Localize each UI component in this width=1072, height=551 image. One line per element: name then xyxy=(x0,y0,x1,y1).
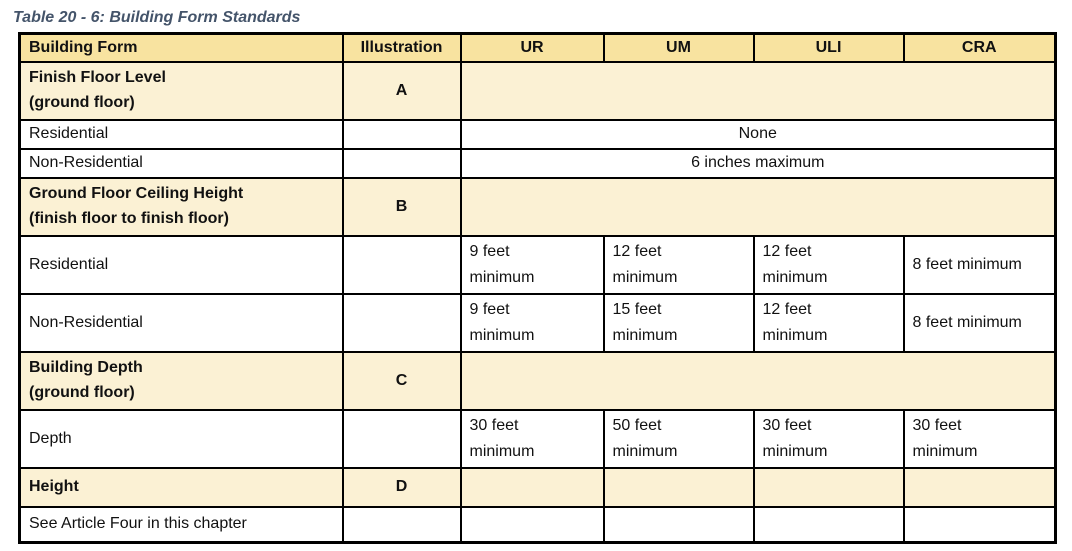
section-title-building-depth: Building Depth (ground floor) xyxy=(18,350,344,411)
cell-ceiling-non-residential-ur: 9 feet minimum xyxy=(459,292,605,353)
illustration-letter-a: A xyxy=(341,60,462,121)
empty-cell-illustration xyxy=(341,118,462,150)
header-row: Building Form Illustration UR UM ULI CRA xyxy=(18,32,1057,63)
section-row-building-depth: Building Depth (ground floor) C xyxy=(18,350,1057,411)
cell-depth-um: 50 feet minimum xyxy=(602,408,755,469)
section-row-height: Height D xyxy=(18,466,1057,508)
col-header-cra: CRA xyxy=(902,32,1057,63)
page-title: Table 20 - 6: Building Form Standards xyxy=(13,9,301,26)
building-form-standards-table: Building Form Illustration UR UM ULI CRA… xyxy=(18,32,1057,544)
cell-ceiling-residential-um: 12 feet minimum xyxy=(602,234,755,295)
cell-value: 30 feet minimum xyxy=(762,416,828,460)
section-spacer-ceiling-height xyxy=(459,176,1057,237)
cell-value: 12 feet minimum xyxy=(762,242,828,286)
empty-cell-illustration xyxy=(341,147,462,179)
row-ceiling-residential: Residential 9 feet minimum 12 feet minim… xyxy=(18,234,1057,295)
cell-height-note: See Article Four in this chapter xyxy=(18,505,344,544)
empty-cell-illustration xyxy=(341,505,462,544)
empty-cell-note-uli xyxy=(752,505,905,544)
illustration-letter-d: D xyxy=(341,466,462,508)
col-header-uli: ULI xyxy=(752,32,905,63)
illustration-letter-c: C xyxy=(341,350,462,411)
cell-finish-floor-residential-value: None xyxy=(459,118,1057,150)
col-header-um: UM xyxy=(602,32,755,63)
row-label-non-residential: Non-Residential xyxy=(18,147,344,179)
row-label-depth: Depth xyxy=(18,408,344,469)
empty-cell-height-uli xyxy=(752,466,905,508)
row-depth: Depth 30 feet minimum 50 feet minimum 30… xyxy=(18,408,1057,469)
row-label-non-residential: Non-Residential xyxy=(18,292,344,353)
section-title-line2: (ground floor) xyxy=(29,383,135,401)
col-header-building-form: Building Form xyxy=(18,32,344,63)
cell-value: 30 feet minimum xyxy=(469,416,535,460)
cell-ceiling-residential-ur: 9 feet minimum xyxy=(459,234,605,295)
col-header-ur: UR xyxy=(459,32,605,63)
section-row-ceiling-height: Ground Floor Ceiling Height (finish floo… xyxy=(18,176,1057,237)
cell-ceiling-non-residential-um: 15 feet minimum xyxy=(602,292,755,353)
cell-value: 30 feet minimum xyxy=(912,416,978,460)
section-title-ceiling-height: Ground Floor Ceiling Height (finish floo… xyxy=(18,176,344,237)
cell-depth-uli: 30 feet minimum xyxy=(752,408,905,469)
row-label-residential: Residential xyxy=(18,234,344,295)
cell-value: 9 feet minimum xyxy=(469,242,535,286)
empty-cell-illustration xyxy=(341,292,462,353)
cell-value: 12 feet minimum xyxy=(762,300,828,344)
cell-ceiling-residential-uli: 12 feet minimum xyxy=(752,234,905,295)
row-label-residential: Residential xyxy=(18,118,344,150)
section-spacer-building-depth xyxy=(459,350,1057,411)
cell-value: 9 feet minimum xyxy=(469,300,535,344)
col-header-illustration: Illustration xyxy=(341,32,462,63)
section-row-finish-floor-level: Finish Floor Level (ground floor) A xyxy=(18,60,1057,121)
cell-depth-cra: 30 feet minimum xyxy=(902,408,1057,469)
section-title-height: Height xyxy=(18,466,344,508)
row-ceiling-non-residential: Non-Residential 9 feet minimum 15 feet m… xyxy=(18,292,1057,353)
illustration-letter-b: B xyxy=(341,176,462,237)
cell-ceiling-residential-cra: 8 feet minimum xyxy=(902,234,1057,295)
cell-ceiling-non-residential-uli: 12 feet minimum xyxy=(752,292,905,353)
section-title-line1: Building Depth xyxy=(29,358,143,376)
empty-cell-height-cra xyxy=(902,466,1057,508)
empty-cell-note-ur xyxy=(459,505,605,544)
row-finish-floor-residential: Residential None xyxy=(18,118,1057,150)
empty-cell-height-ur xyxy=(459,466,605,508)
empty-cell-illustration xyxy=(341,234,462,295)
cell-finish-floor-non-residential-value: 6 inches maximum xyxy=(459,147,1057,179)
section-title-finish-floor-level: Finish Floor Level (ground floor) xyxy=(18,60,344,121)
cell-value: 12 feet minimum xyxy=(612,242,678,286)
row-finish-floor-non-residential: Non-Residential 6 inches maximum xyxy=(18,147,1057,179)
empty-cell-note-cra xyxy=(902,505,1057,544)
empty-cell-height-um xyxy=(602,466,755,508)
cell-ceiling-non-residential-cra: 8 feet minimum xyxy=(902,292,1057,353)
cell-value: 50 feet minimum xyxy=(612,416,678,460)
cell-value: 15 feet minimum xyxy=(612,300,678,344)
empty-cell-illustration xyxy=(341,408,462,469)
cell-depth-ur: 30 feet minimum xyxy=(459,408,605,469)
section-title-line1: Finish Floor Level xyxy=(29,68,166,86)
section-title-line1: Ground Floor Ceiling Height xyxy=(29,184,244,202)
section-title-line2: (finish floor to finish floor) xyxy=(29,209,229,227)
empty-cell-note-um xyxy=(602,505,755,544)
row-height-note: See Article Four in this chapter xyxy=(18,505,1057,544)
section-spacer-finish-floor xyxy=(459,60,1057,121)
section-title-line2: (ground floor) xyxy=(29,93,135,111)
